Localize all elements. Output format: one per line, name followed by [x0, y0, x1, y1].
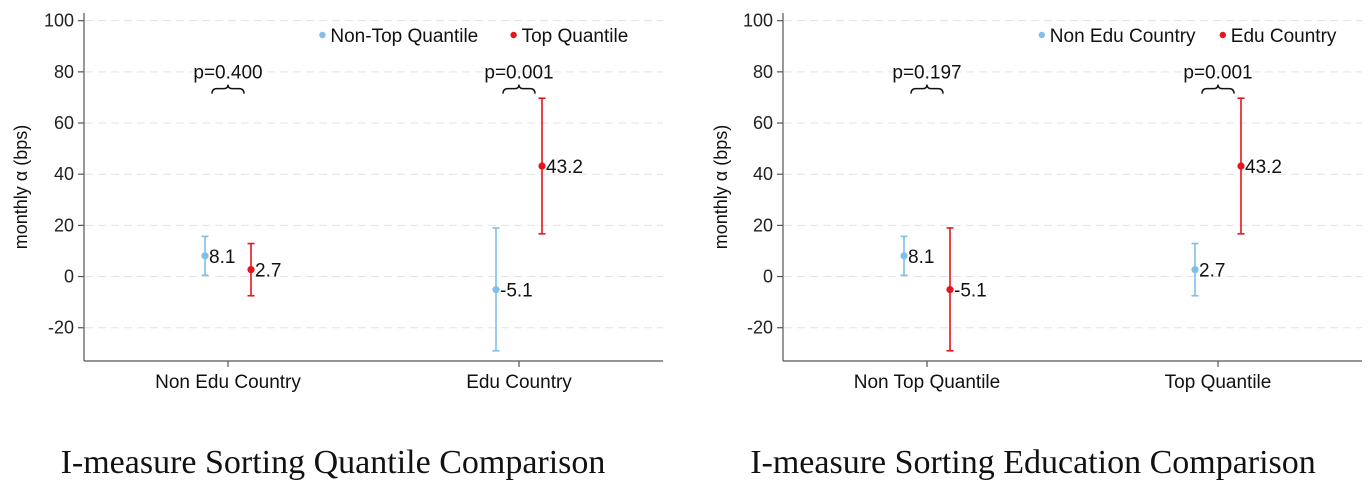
data-point	[492, 286, 500, 294]
chart-panel-1: 100 80 60 40 20 0 -20 monthly α (bps) Non Edu Co…	[11, 11, 663, 481]
legend-marker	[510, 31, 517, 39]
y-tick-label: 100	[44, 11, 74, 31]
data-point	[538, 162, 546, 170]
data-point	[900, 252, 908, 260]
p-value-brace	[502, 84, 536, 94]
data-label: 8.1	[209, 247, 235, 268]
p-value-annotation: p=0.001	[1183, 63, 1252, 84]
legend-marker	[1038, 31, 1046, 39]
p-value-brace	[1201, 84, 1235, 94]
y-tick-label: 60	[753, 113, 773, 133]
data-label: 2.7	[255, 261, 281, 282]
x-tick-label: Non Top Quantile	[854, 372, 1000, 393]
y-tick-label: 100	[743, 11, 773, 31]
data-point	[247, 266, 255, 274]
y-axis-label: monthly α (bps)	[11, 125, 31, 249]
chart-panel-2: 100 80 60 40 20 0 -20 monthly α (bps) Non Top Qu…	[711, 11, 1362, 481]
y-tick-label: 80	[54, 62, 74, 82]
data-label: 43.2	[1245, 157, 1282, 178]
y-tick-label: 40	[54, 164, 74, 184]
y-axis-label: monthly α (bps)	[711, 125, 731, 249]
legend-marker	[1219, 31, 1227, 39]
legend-marker	[319, 31, 326, 39]
data-point	[1237, 162, 1245, 170]
y-tick-label: 20	[54, 215, 74, 235]
data-point	[201, 252, 209, 260]
legend-entry: Non-Top Quantile	[330, 26, 478, 47]
data-label: 8.1	[908, 247, 934, 268]
y-tick-label: 20	[753, 215, 773, 235]
data-point	[946, 286, 954, 294]
y-tick-label: 80	[753, 62, 773, 82]
legend-entry: Top Quantile	[522, 26, 629, 47]
x-tick-label: Non Edu Country	[155, 372, 301, 393]
y-tick-label: 0	[64, 267, 74, 287]
p-value-brace	[211, 84, 245, 94]
x-tick-label: Edu Country	[466, 372, 572, 393]
legend-entry: Edu Country	[1231, 26, 1337, 47]
p-value-annotation: p=0.197	[892, 63, 961, 84]
y-tick-label: -20	[747, 318, 773, 338]
x-tick-label: Top Quantile	[1165, 372, 1272, 393]
data-label: -5.1	[954, 281, 987, 302]
p-value-annotation: p=0.400	[193, 63, 262, 84]
y-tick-label: 60	[54, 113, 74, 133]
y-tick-label: 0	[763, 267, 773, 287]
chart-caption: I-measure Sorting Education Comparison	[750, 444, 1316, 481]
data-label: 43.2	[546, 157, 583, 178]
p-value-annotation: p=0.001	[484, 63, 553, 84]
chart-caption: I-measure Sorting Quantile Comparison	[61, 444, 606, 481]
legend-entry: Non Edu Country	[1050, 26, 1196, 47]
data-label: -5.1	[500, 281, 533, 302]
data-label: 2.7	[1199, 261, 1225, 282]
y-tick-label: 40	[753, 164, 773, 184]
y-tick-label: -20	[48, 318, 74, 338]
data-point	[1191, 266, 1199, 274]
p-value-brace	[910, 84, 944, 94]
